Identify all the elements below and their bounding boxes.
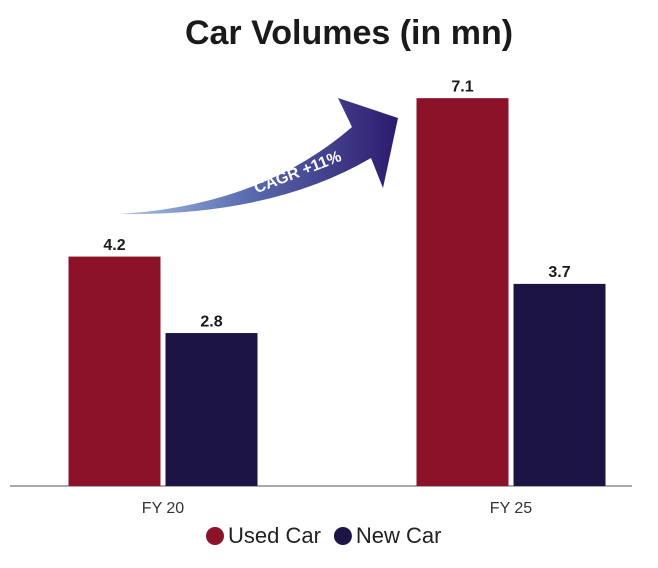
bar: [513, 283, 606, 486]
value-label: 4.2: [103, 237, 125, 254]
bar: [416, 98, 509, 486]
legend-label: Used Car: [228, 523, 321, 548]
chart-title: Car Volumes (in mn): [185, 14, 513, 52]
bar: [68, 256, 161, 486]
legend-swatch: [206, 527, 224, 545]
legend-label: New Car: [356, 523, 442, 548]
bar: [165, 333, 258, 486]
value-label: 3.7: [548, 264, 570, 281]
cagr-arrow: [120, 98, 398, 215]
value-label: 7.1: [451, 78, 473, 95]
x-tick-label: FY 25: [490, 500, 533, 517]
value-label: 2.8: [200, 313, 222, 330]
legend-swatch: [333, 527, 352, 545]
x-tick-label: FY 20: [142, 500, 185, 517]
